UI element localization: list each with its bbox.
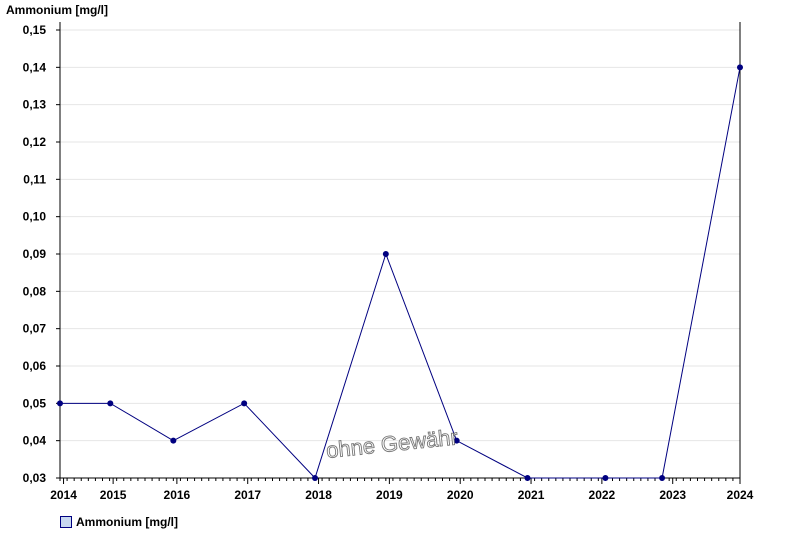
data-point — [312, 475, 318, 481]
x-tick-label: 2016 — [164, 488, 191, 502]
y-tick-label: 0,10 — [23, 210, 47, 224]
legend-label: Ammonium [mg/l] — [76, 515, 178, 529]
x-tick-label: 2021 — [518, 488, 545, 502]
x-tick-label: 2019 — [376, 488, 403, 502]
y-tick-label: 0,03 — [23, 471, 47, 485]
x-tick-label: 2017 — [234, 488, 261, 502]
y-tick-label: 0,15 — [23, 23, 47, 37]
y-tick-label: 0,05 — [23, 396, 47, 410]
y-tick-label: 0,07 — [23, 322, 47, 336]
series-ammonium — [57, 64, 743, 481]
x-tick-label: 2018 — [305, 488, 332, 502]
x-tick-label: 2020 — [447, 488, 474, 502]
x-tick-label: 2015 — [100, 488, 127, 502]
y-tick-label: 0,04 — [23, 434, 47, 448]
watermark-text: ohne Gewähr — [325, 424, 459, 463]
axes — [59, 22, 741, 479]
x-tick-label: 2024 — [727, 488, 754, 502]
y-tick-label: 0,13 — [23, 98, 47, 112]
data-point — [453, 437, 460, 444]
y-tick-label: 0,11 — [23, 172, 46, 186]
grid-lines — [60, 29, 740, 442]
series-line — [60, 67, 741, 479]
legend: Ammonium [mg/l] — [60, 515, 178, 529]
data-point — [659, 475, 666, 481]
data-point — [602, 475, 609, 481]
data-point — [524, 475, 531, 481]
y-tick-label: 0,09 — [23, 247, 47, 261]
y-axis-ticks: 0,03 0,04 0,05 0,06 0,07 0,08 0,09 0,10 0,11 0,12… — [23, 23, 60, 485]
data-point — [241, 400, 248, 407]
y-tick-label: 0,06 — [23, 359, 47, 373]
data-point — [170, 437, 177, 444]
x-tick-label: 2023 — [659, 488, 686, 502]
x-axis-ticks: 2014 2015 2016 2017 2018 2019 2020 2021 2022 2023… — [50, 478, 754, 502]
data-point — [57, 400, 63, 407]
y-tick-label: 0,14 — [23, 60, 47, 74]
y-axis-title: Ammonium [mg/l] — [6, 3, 108, 17]
x-tick-label: 2014 — [50, 488, 77, 502]
y-tick-label: 0,08 — [23, 284, 47, 298]
data-point — [737, 64, 743, 71]
legend-swatch — [60, 516, 72, 528]
data-point — [107, 400, 114, 407]
x-tick-label: 2022 — [589, 488, 616, 502]
data-point — [382, 251, 389, 257]
y-tick-label: 0,12 — [23, 135, 47, 149]
